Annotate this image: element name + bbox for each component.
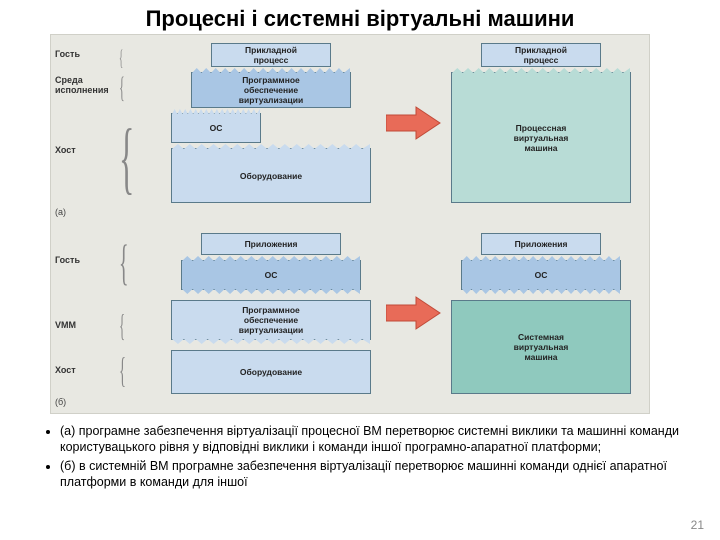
layer-hw: Оборудование bbox=[171, 350, 371, 394]
diagram-area: Гость { Средаисполнения { Хост { (a) При… bbox=[50, 34, 650, 414]
label-guest-b: Гость bbox=[55, 255, 125, 265]
stack-b-left: Приложения ОС Программноеобеспечениевирт… bbox=[171, 233, 371, 403]
bullet-list: (а) програмне забезпечення віртуалізації… bbox=[60, 424, 680, 491]
layer-apps-r: Приложения bbox=[481, 233, 601, 255]
label-host-a: Хост bbox=[55, 145, 125, 155]
page-number: 21 bbox=[691, 518, 704, 532]
stack-a-right: Прикладнойпроцесс Процесснаявиртуальнаям… bbox=[451, 43, 631, 213]
list-item: (а) програмне забезпечення віртуалізації… bbox=[60, 424, 680, 455]
brace-icon: { bbox=[119, 349, 126, 391]
layer-apps: Приложения bbox=[201, 233, 341, 255]
subfig-tag-a: (a) bbox=[55, 207, 66, 217]
label-runtime-a: Средаисполнения bbox=[55, 75, 125, 95]
subfig-a: Гость { Средаисполнения { Хост { (a) При… bbox=[51, 35, 649, 223]
brace-icon: { bbox=[119, 45, 123, 71]
layer-os: ОС bbox=[181, 260, 361, 290]
stack-b-right: Приложения ОС Системнаявиртуальнаямашина bbox=[451, 233, 631, 403]
label-host-b: Хост bbox=[55, 365, 125, 375]
slide-title: Процесні і системні віртуальні машини bbox=[0, 0, 720, 34]
subfig-tag-b: (б) bbox=[55, 397, 66, 407]
brace-icon: { bbox=[119, 113, 134, 204]
layer-app-r: Прикладнойпроцесс bbox=[481, 43, 601, 67]
layer-vm-r: Системнаявиртуальнаямашина bbox=[451, 300, 631, 394]
layer-os: ОС bbox=[171, 113, 261, 143]
label-vmm-b: VMM bbox=[55, 320, 125, 330]
brace-icon: { bbox=[119, 71, 125, 105]
layer-os-r: ОС bbox=[461, 260, 621, 290]
brace-icon: { bbox=[119, 233, 129, 291]
layer-app: Прикладнойпроцесс bbox=[211, 43, 331, 67]
layer-virt: Программноеобеспечениевиртуализации bbox=[191, 72, 351, 108]
label-guest-a: Гость bbox=[55, 49, 125, 59]
layer-vm-r: Процесснаявиртуальнаямашина bbox=[451, 72, 631, 203]
layer-hw: Оборудование bbox=[171, 148, 371, 203]
list-item: (б) в системній ВМ програмне забезпеченн… bbox=[60, 459, 680, 490]
subfig-b: Гость { VMM { Хост { (б) Приложения ОС П… bbox=[51, 225, 649, 413]
stack-a-left: Прикладнойпроцесс Программноеобеспечение… bbox=[171, 43, 371, 213]
layer-virt: Программноеобеспечениевиртуализации bbox=[171, 300, 371, 340]
arrow-icon bbox=[386, 295, 441, 331]
arrow-icon bbox=[386, 105, 441, 141]
brace-icon: { bbox=[119, 307, 125, 344]
